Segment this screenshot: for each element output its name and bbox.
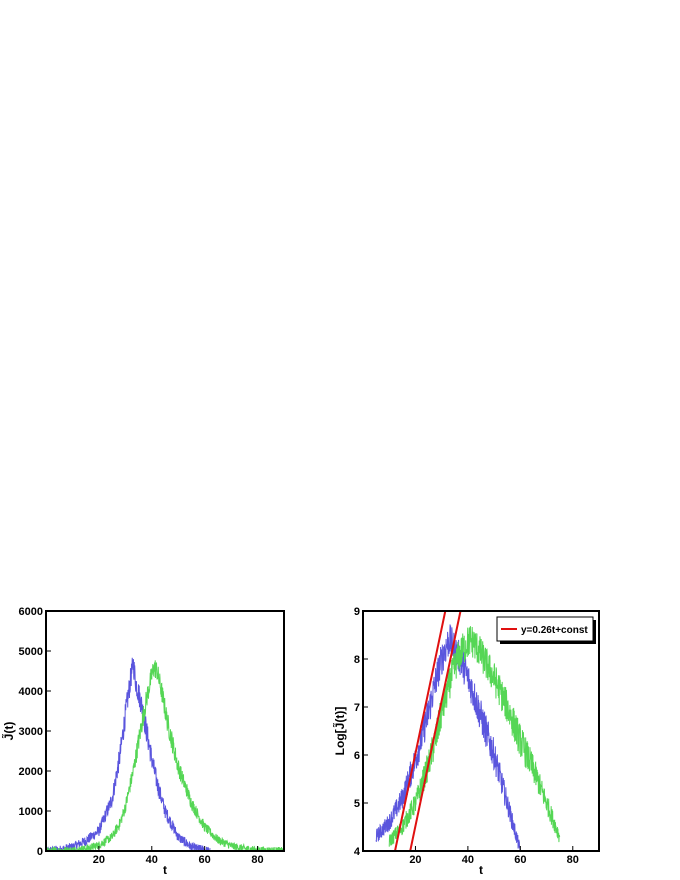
left-x-tick-label: 80: [251, 854, 263, 866]
left-plot-area: [46, 657, 284, 851]
left-y-tick-label: 2000: [19, 766, 43, 778]
left-series-0: [46, 657, 211, 851]
right-x-axis-label: t: [479, 863, 483, 877]
left-chart: 20 40 60 80 0 1000 2000 3000 4000 5000 6000 t J̃(…: [1, 606, 285, 877]
left-x-ticks: 20 40 60 80: [93, 846, 264, 866]
left-x-tick-label: 60: [199, 854, 211, 866]
right-y-tick-label: 4: [354, 846, 361, 858]
left-y-tick-label: 6000: [19, 606, 43, 618]
right-series-0: [375, 624, 521, 851]
left-y-tick-label: 5000: [19, 646, 43, 658]
right-fit-line-2: [394, 611, 447, 851]
right-legend: y=0.26t+const: [496, 616, 596, 644]
left-x-tick-label: 20: [93, 854, 105, 866]
left-y-tick-label: 1000: [19, 806, 43, 818]
left-y-tick-label: 3000: [19, 726, 43, 738]
right-x-tick-label: 20: [409, 854, 421, 866]
right-y-ticks: 4 5 6 7 8 9: [354, 606, 368, 858]
left-y-ticks: 0 1000 2000 3000 4000 5000 6000: [19, 606, 51, 858]
right-series-1: [388, 626, 561, 847]
right-y-tick-label: 7: [354, 702, 360, 714]
right-x-tick-label: 40: [462, 854, 474, 866]
left-y-axis-label: J̃(t): [1, 722, 16, 741]
right-y-tick-label: 6: [354, 750, 360, 762]
right-chart: 20 40 60 80 4 5 6 7 8 9 t Log[J̃(t)] y=0.26t+con…: [332, 606, 600, 877]
right-plot-frame: [362, 610, 600, 852]
right-x-ticks: 20 40 60 80: [409, 846, 579, 866]
left-x-tick-label: 40: [146, 854, 158, 866]
legend-label-fit: y=0.26t+const: [521, 625, 588, 636]
right-y-tick-label: 8: [354, 654, 360, 666]
right-y-axis-label: Log[J̃(t)]: [332, 707, 347, 756]
right-plot-area: [375, 611, 561, 851]
left-y-tick-label: 4000: [19, 686, 43, 698]
right-y-tick-label: 5: [354, 798, 360, 810]
right-y-tick-label: 9: [354, 606, 360, 618]
right-fit-line-3: [409, 611, 462, 851]
left-x-axis-label: t: [163, 863, 167, 877]
left-y-tick-label: 0: [37, 846, 43, 858]
right-x-tick-label: 60: [514, 854, 526, 866]
right-x-tick-label: 80: [567, 854, 579, 866]
left-series-1: [46, 660, 284, 851]
